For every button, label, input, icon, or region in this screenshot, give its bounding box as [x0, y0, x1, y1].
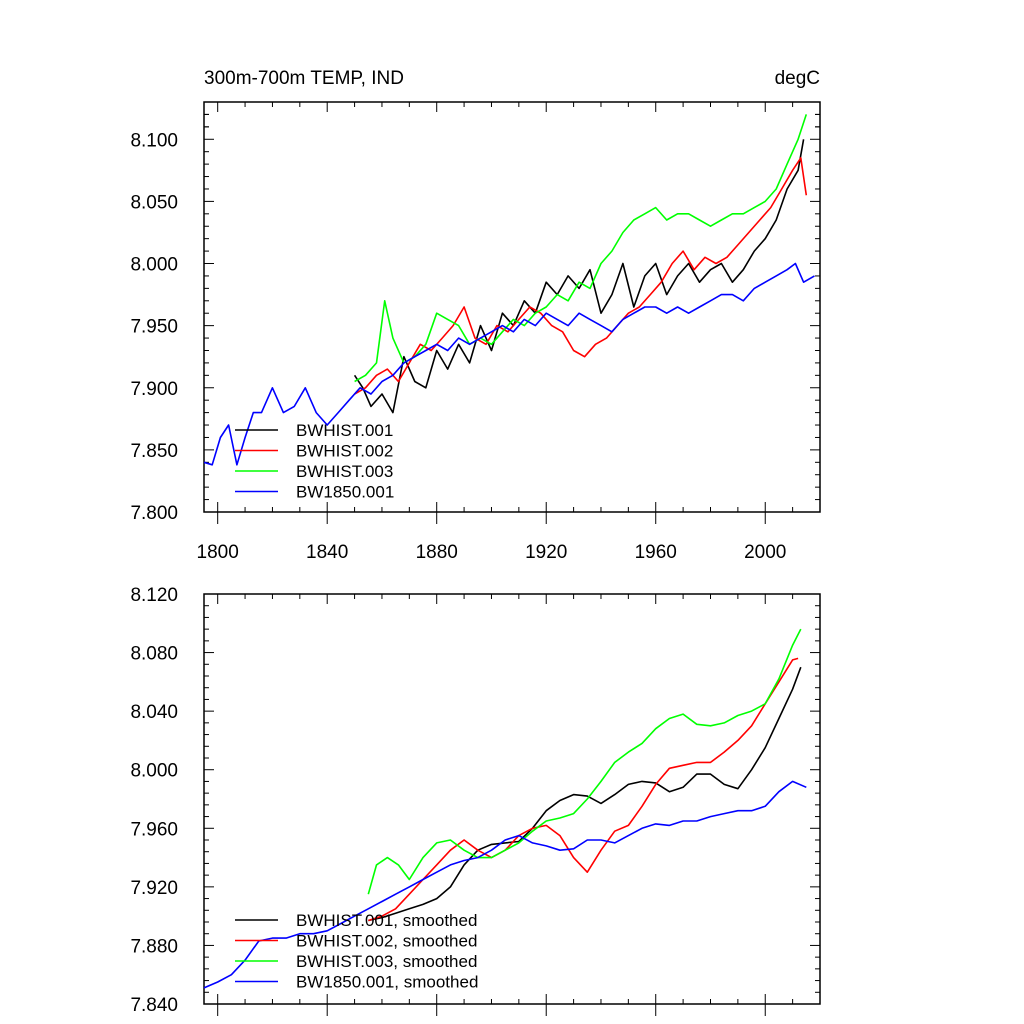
bottom-y-tick-label: 7.960 — [130, 819, 178, 840]
bottom-y-tick-label: 8.000 — [130, 761, 178, 782]
top-legend-label: BWHIST.001 — [296, 421, 393, 440]
top-y-tick-label: 7.950 — [130, 317, 178, 338]
bottom-series-line-2 — [368, 657, 799, 922]
bottom-series-line-3 — [367, 628, 802, 895]
bottom-y-tick-label: 8.040 — [130, 702, 178, 723]
bottom-y-tick-label: 7.840 — [130, 995, 178, 1016]
bottom-y-tick-label: 8.080 — [130, 644, 178, 665]
bottom-series-line-1 — [368, 666, 802, 922]
bottom-legend-label: BWHIST.002, smoothed — [296, 932, 477, 951]
top-plot-frame — [203, 101, 821, 513]
bottom-legend-label: BWHIST.001, smoothed — [296, 911, 477, 930]
top-y-tick-label: 8.050 — [130, 192, 178, 213]
top-y-tick-label: 7.800 — [130, 503, 178, 524]
top-series-line-1 — [353, 139, 805, 414]
bottom-y-tick-label: 8.120 — [130, 585, 178, 606]
top-legend-label: BWHIST.002 — [296, 442, 393, 461]
top-x-tick-label: 1800 — [197, 542, 239, 563]
top-y-tick-label: 8.000 — [130, 255, 178, 276]
top-panel: 300m-700m TEMP, IND degC 7.800 7.850 7.900… — [130, 68, 821, 563]
title-right: degC — [775, 68, 820, 89]
top-x-tick-label: 2000 — [744, 542, 786, 563]
top-x-tick-label: 1880 — [416, 542, 458, 563]
bottom-legend-label: BWHIST.003, smoothed — [296, 952, 477, 971]
top-y-tick-label: 7.900 — [130, 379, 178, 400]
top-series-line-4 — [203, 262, 815, 466]
top-x-tick-label: 1960 — [635, 542, 677, 563]
bottom-plot-frame — [203, 593, 821, 1005]
bottom-panel: 7.840 7.880 7.920 7.960 8.000 8.040 8.080 8.120… — [130, 585, 821, 1016]
top-series-line-3 — [354, 114, 808, 383]
bottom-y-tick-label: 7.880 — [130, 936, 178, 957]
bottom-series-line-4 — [203, 780, 807, 989]
top-x-tick-label: 1920 — [525, 542, 567, 563]
bottom-y-tick-label: 7.920 — [130, 878, 178, 899]
top-legend-label: BWHIST.003 — [296, 462, 393, 481]
top-series-line-2 — [354, 157, 808, 395]
title-left: 300m-700m TEMP, IND — [204, 68, 404, 89]
top-legend-label: BW1850.001 — [296, 483, 394, 502]
top-y-tick-label: 8.100 — [130, 130, 178, 151]
top-y-tick-label: 7.850 — [130, 441, 178, 462]
top-x-tick-label: 1840 — [306, 542, 348, 563]
bottom-legend-label: BW1850.001, smoothed — [296, 973, 478, 992]
